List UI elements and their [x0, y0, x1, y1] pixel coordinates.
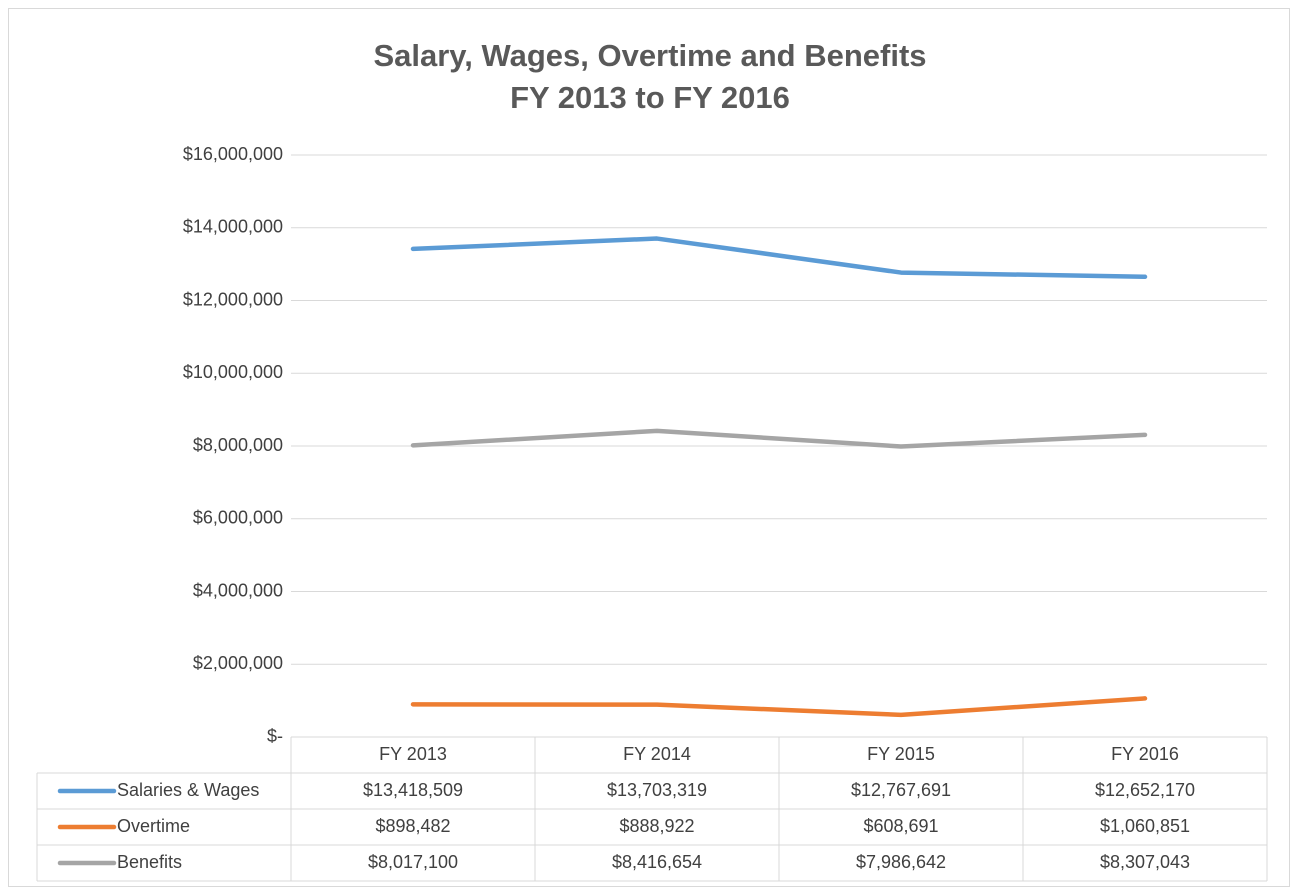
x-tick-label: FY 2015 [867, 744, 935, 764]
table-value: $12,767,691 [851, 780, 951, 800]
chart-title: Salary, Wages, Overtime and Benefits [373, 38, 926, 73]
y-tick-label: $8,000,000 [193, 435, 283, 455]
y-tick-label: $- [267, 726, 283, 746]
table-value: $7,986,642 [856, 852, 946, 872]
table-value: $8,416,654 [612, 852, 702, 872]
series-line [410, 236, 1148, 280]
legend-label: Salaries & Wages [117, 780, 259, 800]
legend-label: Overtime [117, 816, 190, 836]
y-tick-label: $14,000,000 [183, 217, 283, 237]
table-value: $8,017,100 [368, 852, 458, 872]
table-value: $1,060,851 [1100, 816, 1190, 836]
y-tick-label: $10,000,000 [183, 362, 283, 382]
x-tick-label: FY 2014 [623, 744, 691, 764]
table-value: $12,652,170 [1095, 780, 1195, 800]
series-line [410, 428, 1148, 449]
chart-subtitle: FY 2013 to FY 2016 [510, 80, 790, 115]
table-value: $13,703,319 [607, 780, 707, 800]
y-tick-label: $2,000,000 [193, 653, 283, 673]
table-value: $888,922 [619, 816, 694, 836]
x-tick-label: FY 2013 [379, 744, 447, 764]
legend-label: Benefits [117, 852, 182, 872]
table-value: $8,307,043 [1100, 852, 1190, 872]
table-value: $13,418,509 [363, 780, 463, 800]
x-tick-label: FY 2016 [1111, 744, 1179, 764]
y-tick-label: $12,000,000 [183, 289, 283, 309]
series-line [410, 696, 1148, 718]
table-value: $898,482 [375, 816, 450, 836]
y-tick-label: $4,000,000 [193, 580, 283, 600]
y-tick-label: $6,000,000 [193, 508, 283, 528]
y-tick-label: $16,000,000 [183, 144, 283, 164]
table-value: $608,691 [863, 816, 938, 836]
